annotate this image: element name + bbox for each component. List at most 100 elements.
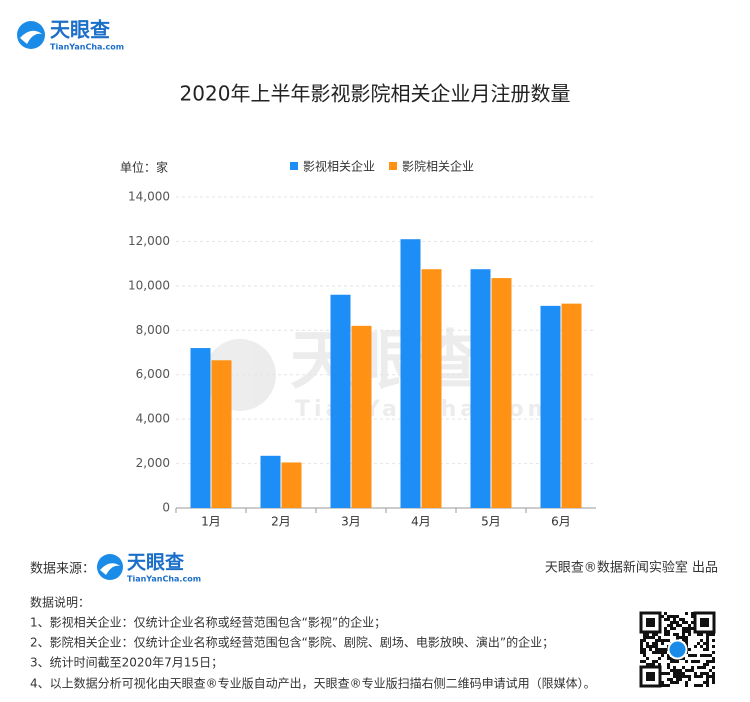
qr-module	[664, 630, 667, 633]
qr-finder-core	[700, 618, 709, 627]
qr-module	[685, 627, 688, 630]
qr-module	[688, 627, 691, 630]
bar	[540, 305, 561, 508]
plot: 0 2,000 4,000 6,000 8,000 10,000 12,000 14,000 影…	[128, 159, 596, 529]
qr-module	[685, 636, 688, 639]
qr-module	[691, 627, 694, 630]
qr-module	[679, 678, 682, 681]
logo-url: TianYanCha.com	[50, 43, 124, 52]
qr-module	[712, 678, 715, 681]
qr-module	[700, 684, 703, 687]
qr-module	[664, 633, 667, 636]
qr-module	[682, 666, 685, 669]
watermark-name: 天眼查	[290, 325, 482, 399]
qr-module	[712, 666, 715, 669]
qr-module	[697, 666, 700, 669]
note: 1、影视相关企业：仅统计企业名称或经营范围包含“影视”的企业；	[30, 615, 386, 630]
qr-module	[706, 675, 709, 678]
qr-module	[661, 651, 664, 654]
qr-module	[691, 621, 694, 624]
qr-module	[697, 675, 700, 678]
qr-module	[658, 651, 661, 654]
qr-module	[643, 636, 646, 639]
qr-module	[685, 669, 688, 672]
qr-module	[661, 681, 664, 684]
qr-module	[667, 684, 670, 687]
qr-module	[688, 633, 691, 636]
qr-module	[706, 633, 709, 636]
qr-module	[643, 633, 646, 636]
qr-module	[682, 621, 685, 624]
qr-module	[682, 633, 685, 636]
qr-module	[673, 621, 676, 624]
qr-module	[694, 675, 697, 678]
qr-module	[661, 654, 664, 657]
qr-module	[685, 684, 688, 687]
qr-module	[712, 633, 715, 636]
x-tick-label: 6月	[551, 515, 571, 529]
qr-module	[712, 672, 715, 675]
qr-module	[706, 681, 709, 684]
qr-module	[676, 624, 679, 627]
qr-module	[670, 681, 673, 684]
qr-module	[688, 654, 691, 657]
qr-module	[664, 684, 667, 687]
bar	[190, 348, 211, 508]
qr-module	[694, 660, 697, 663]
qr-module	[703, 663, 706, 666]
qr-module	[667, 624, 670, 627]
qr-module	[685, 642, 688, 645]
qr-module	[661, 672, 664, 675]
qr-module	[652, 636, 655, 639]
qr-module	[664, 618, 667, 621]
qr-module	[691, 615, 694, 618]
qr-module	[652, 633, 655, 636]
qr-module	[655, 639, 658, 642]
qr-module	[703, 648, 706, 651]
qr-module	[682, 630, 685, 633]
qr-module	[700, 675, 703, 678]
qr-module	[688, 669, 691, 672]
logo-wave	[20, 30, 42, 44]
qr-module	[706, 654, 709, 657]
qr-module	[655, 660, 658, 663]
qr-module	[655, 651, 658, 654]
qr-module	[706, 684, 709, 687]
qr-module	[670, 669, 673, 672]
qr-module	[670, 627, 673, 630]
qr-module	[640, 648, 643, 651]
chart-title: 2020年上半年影视影院相关企业月注册数量	[180, 82, 571, 106]
bar	[470, 269, 491, 508]
logo-name: 天眼查	[50, 18, 110, 42]
qr-module	[709, 675, 712, 678]
qr-logo	[667, 639, 688, 660]
bar	[260, 455, 281, 508]
qr-module	[712, 639, 715, 642]
qr-module	[667, 672, 670, 675]
qr-module	[682, 627, 685, 630]
bar	[491, 278, 512, 508]
y-tick-label: 2,000	[136, 456, 170, 470]
qr-module	[646, 657, 649, 660]
qr-module	[652, 663, 655, 666]
qr-module	[688, 648, 691, 651]
legend-label: 影院相关企业	[402, 159, 474, 174]
qr-module	[661, 648, 664, 651]
qr-module	[673, 675, 676, 678]
qr-module	[673, 615, 676, 618]
bar	[351, 325, 372, 508]
qr-module	[643, 654, 646, 657]
qr-module	[661, 684, 664, 687]
qr-module	[700, 666, 703, 669]
note: 4、以上数据分析可视化由天眼查®专业版自动产出，天眼查®专业版扫描右侧二维码申请…	[30, 676, 596, 691]
credit: 天眼查®数据新闻实验室 出品	[545, 560, 718, 576]
qr-module	[685, 675, 688, 678]
source-label: 数据来源：	[30, 562, 95, 577]
qr-module	[682, 657, 685, 660]
qr-module	[679, 669, 682, 672]
qr-module	[661, 639, 664, 642]
qr-module	[667, 663, 670, 666]
qr-module	[676, 681, 679, 684]
qr-module	[676, 669, 679, 672]
y-tick-label: 10,000	[128, 278, 170, 292]
